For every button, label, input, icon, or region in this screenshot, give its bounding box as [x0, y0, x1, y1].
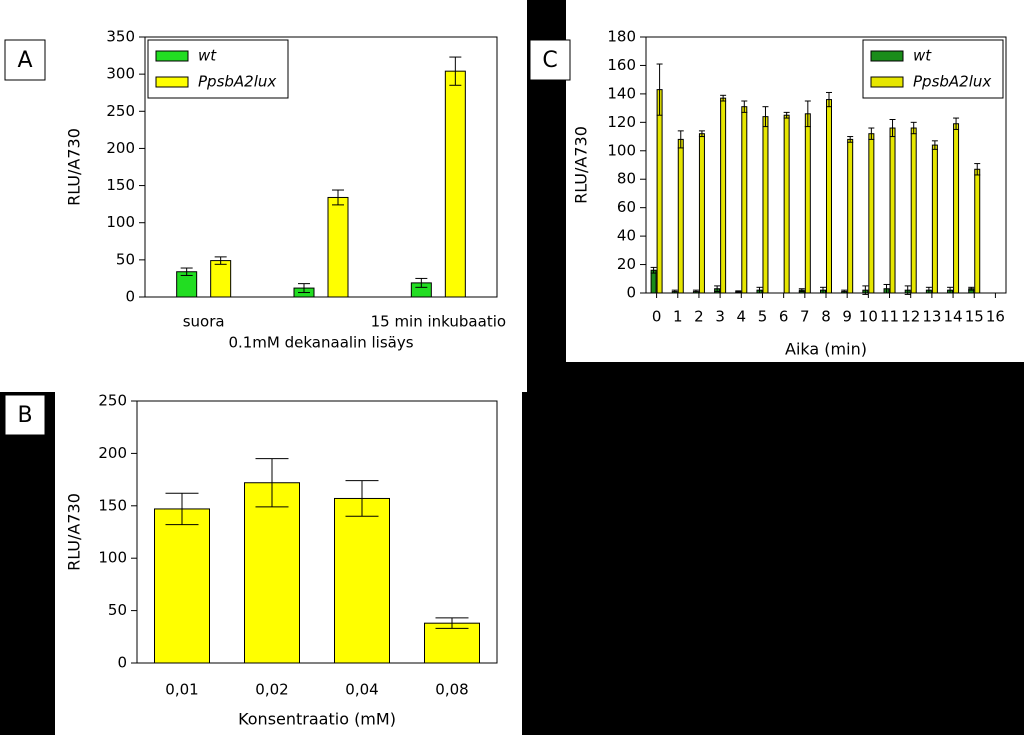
x-tick-label: 0,01 [165, 681, 198, 699]
x-axis-label: Konsentraatio (mM) [238, 710, 396, 729]
x-tick-label: 5 [758, 308, 768, 326]
x-tick-label: 3 [715, 308, 725, 326]
x-tick-label: 0,08 [435, 681, 468, 699]
x-tick-label: 4 [737, 308, 747, 326]
bar [154, 508, 210, 664]
panel-label-box [529, 39, 571, 81]
bar [953, 123, 960, 294]
legend-label: PpsbA2lux [198, 73, 276, 91]
x-tick-label: 8 [821, 308, 831, 326]
legend-swatch [155, 50, 189, 62]
bar [720, 97, 727, 294]
bar [656, 89, 663, 294]
y-tick-label: 60 [617, 198, 636, 216]
legend-label: wt [198, 47, 217, 65]
x-tick-label: 0.1mM dekanaalin lisäys [228, 334, 413, 352]
bar [698, 133, 705, 294]
x-tick-label: 10 [859, 308, 878, 326]
x-tick-label: 1 [673, 308, 683, 326]
y-tick-label: 350 [106, 28, 135, 46]
bar [741, 106, 748, 294]
x-tick-label: 0,02 [255, 681, 288, 699]
legend-swatch [870, 50, 904, 62]
bar [244, 482, 300, 664]
y-tick-label: 100 [607, 141, 636, 159]
bar [931, 144, 938, 294]
bar [826, 99, 832, 294]
y-tick-label: 140 [607, 84, 636, 102]
bar [847, 138, 854, 294]
bar [868, 133, 875, 294]
plot-frame [144, 36, 498, 298]
panel-label: A [17, 48, 32, 73]
y-tick-label: 250 [106, 102, 135, 120]
y-tick-label: 200 [98, 444, 127, 462]
x-tick-label: 0 [652, 308, 662, 326]
legend-box [147, 39, 289, 99]
legend-box [862, 39, 1004, 99]
bar [677, 138, 684, 294]
y-tick-label: 200 [106, 139, 135, 157]
bar [783, 114, 790, 294]
y-tick-label: 150 [106, 176, 135, 194]
y-axis-label: RLU/A730 [65, 128, 84, 206]
bar [762, 116, 769, 294]
legend-label: PpsbA2lux [913, 73, 991, 91]
x-tick-label: 16 [986, 308, 1005, 326]
y-tick-label: 20 [617, 255, 636, 273]
plot-frame [136, 400, 498, 664]
bar [327, 196, 349, 298]
x-tick-label: 0,04 [345, 681, 378, 699]
y-tick-label: 0 [125, 288, 135, 306]
panel-label-box [4, 39, 46, 81]
y-tick-label: 50 [108, 601, 127, 619]
x-tick-label: 6 [779, 308, 789, 326]
y-tick-label: 0 [626, 284, 636, 302]
x-tick-label: 2 [694, 308, 704, 326]
bar [974, 168, 981, 294]
x-tick-label: 7 [800, 308, 810, 326]
bar [804, 113, 811, 294]
bar [889, 127, 896, 294]
x-tick-label: suora [183, 313, 225, 331]
bar [424, 622, 480, 664]
y-tick-label: 100 [98, 549, 127, 567]
y-tick-label: 40 [617, 227, 636, 245]
legend-swatch [870, 76, 904, 88]
panel-label: B [17, 403, 32, 428]
bar [334, 497, 390, 664]
bar [650, 269, 657, 294]
x-tick-label: 13 [922, 308, 941, 326]
x-tick-label: 14 [944, 308, 963, 326]
x-tick-label: 15 min inkubaatio [371, 313, 506, 331]
legend-label: wt [913, 47, 932, 65]
y-tick-label: 300 [106, 65, 135, 83]
panel-label: C [542, 48, 557, 73]
y-tick-label: 180 [607, 28, 636, 46]
legend-swatch [155, 76, 189, 88]
y-tick-label: 250 [98, 392, 127, 410]
x-tick-label: 15 [965, 308, 984, 326]
bar [210, 260, 232, 298]
y-tick-label: 80 [617, 170, 636, 188]
y-tick-label: 120 [607, 113, 636, 131]
x-tick-label: 9 [842, 308, 852, 326]
y-tick-label: 160 [607, 56, 636, 74]
y-tick-label: 0 [117, 654, 127, 672]
y-axis-label: RLU/A730 [65, 493, 84, 571]
bar [444, 70, 466, 298]
x-tick-label: 12 [901, 308, 920, 326]
x-axis-label: Aika (min) [785, 340, 867, 359]
panel-label-box [4, 394, 46, 436]
x-tick-label: 11 [880, 308, 899, 326]
y-tick-label: 50 [116, 250, 135, 268]
y-tick-label: 100 [106, 213, 135, 231]
y-tick-label: 150 [98, 496, 127, 514]
bar [910, 127, 917, 294]
y-axis-label: RLU/A730 [572, 126, 591, 204]
